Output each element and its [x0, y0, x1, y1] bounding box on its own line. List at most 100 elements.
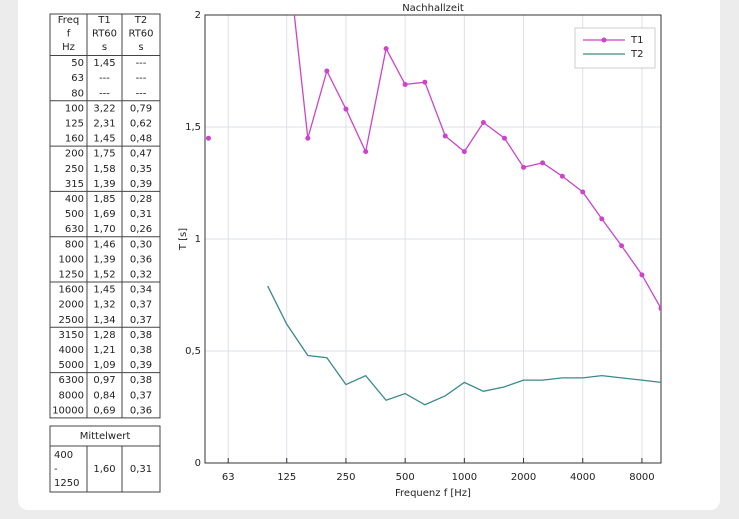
- y-tick-label: 0: [195, 458, 201, 469]
- table-cell: 400: [65, 194, 84, 205]
- data-point: [540, 160, 546, 166]
- table-cell: 10000: [52, 405, 84, 416]
- table-cell: 2000: [59, 300, 84, 311]
- table-cell: ---: [99, 73, 110, 84]
- table-cell: 0,32: [130, 269, 152, 280]
- y-tick-label: 2: [195, 10, 201, 21]
- data-point: [639, 272, 645, 278]
- mean-border: [49, 425, 161, 493]
- table-cell: 3150: [59, 330, 84, 341]
- data-point: [205, 135, 211, 141]
- table-cell: 0,79: [130, 103, 152, 114]
- table-cell: 200: [65, 149, 84, 160]
- table-cell: 0,35: [130, 164, 152, 175]
- table-cell: 125: [65, 118, 84, 129]
- data-point: [521, 164, 527, 170]
- table-cell: 1600: [59, 285, 84, 296]
- table-cell: 0,37: [130, 390, 152, 401]
- mean-title: Mittelwert: [80, 431, 131, 442]
- data-point: [559, 173, 565, 179]
- x-tick-label: 125: [277, 472, 296, 483]
- table-cell: 0,36: [130, 405, 152, 416]
- legend-box: [574, 27, 656, 69]
- table-cell: 1,52: [93, 269, 115, 280]
- table-header-cell: RT60: [128, 29, 153, 40]
- table-cell: 500: [65, 209, 84, 220]
- x-tick-label: 250: [336, 472, 355, 483]
- table-cell: ---: [136, 58, 147, 69]
- mean-value: 0,31: [130, 464, 152, 475]
- table-header-cell: s: [102, 42, 107, 53]
- table-cell: 0,39: [130, 360, 152, 371]
- table-cell: 4000: [59, 345, 84, 356]
- data-point: [480, 120, 486, 126]
- table-cell: 0,31: [130, 209, 152, 220]
- data-point: [658, 305, 661, 311]
- table-cell: 50: [71, 58, 84, 69]
- x-tick-label: 1000: [452, 472, 477, 483]
- data-point: [442, 133, 448, 139]
- x-axis-label: Frequenz f [Hz]: [395, 488, 471, 499]
- table-cell: 2,31: [93, 118, 115, 129]
- table-cell: 3,22: [93, 103, 115, 114]
- table-cell: 1,09: [93, 360, 115, 371]
- table-header-cell: Freq: [58, 15, 79, 26]
- table-cell: 1,46: [93, 239, 115, 250]
- table-cell: 80: [71, 88, 84, 99]
- table-cell: 0,97: [93, 375, 115, 386]
- x-tick-label: 2000: [511, 472, 536, 483]
- x-tick-label: 8000: [629, 472, 654, 483]
- plot-frame: [204, 14, 662, 464]
- y-tick-label: 0,5: [185, 346, 201, 357]
- table-cell: ---: [99, 88, 110, 99]
- table-cell: 1,45: [93, 134, 115, 145]
- table-cell: 63: [71, 73, 84, 84]
- table-header-cell: T2: [134, 15, 147, 26]
- table-cell: 1,69: [93, 209, 115, 220]
- table-cell: 0,37: [130, 315, 152, 326]
- data-point: [580, 189, 586, 195]
- table-cell: 1,85: [93, 194, 115, 205]
- table-cell: 0,84: [93, 390, 115, 401]
- data-point: [324, 68, 330, 74]
- table-cell: ---: [136, 73, 147, 84]
- x-tick-label: 4000: [570, 472, 595, 483]
- table-header-cell: T1: [97, 15, 110, 26]
- table-cell: 0,48: [130, 134, 152, 145]
- data-point: [343, 106, 349, 112]
- table-cell: 1,58: [93, 164, 115, 175]
- table-cell: 1000: [59, 254, 84, 265]
- table-cell: 0,28: [130, 194, 152, 205]
- x-tick-label: 63: [222, 472, 235, 483]
- legend-label: T1: [630, 35, 643, 46]
- y-axis-label: T [s]: [178, 228, 189, 251]
- table-cell: 1,39: [93, 179, 115, 190]
- table-cell: 1,21: [93, 345, 115, 356]
- table-cell: 0,69: [93, 405, 115, 416]
- table-cell: 0,37: [130, 300, 152, 311]
- table-cell: 1,28: [93, 330, 115, 341]
- table-cell: 0,38: [130, 345, 152, 356]
- table-cell: 315: [65, 179, 84, 190]
- table-cell: 1,70: [93, 224, 115, 235]
- data-point: [422, 79, 428, 85]
- mean-range: 1250: [54, 478, 79, 489]
- table-cell: 0,62: [130, 118, 152, 129]
- table-cell: 1,45: [93, 58, 115, 69]
- table-cell: 5000: [59, 360, 84, 371]
- mean-range: 400: [54, 450, 73, 461]
- data-point: [363, 149, 369, 155]
- data-point: [461, 149, 467, 155]
- x-tick-label: 500: [396, 472, 415, 483]
- data-point: [402, 81, 408, 87]
- table-header-cell: f: [67, 29, 71, 40]
- table-cell: 6300: [59, 375, 84, 386]
- table-cell: 0,36: [130, 254, 152, 265]
- table-cell: 800: [65, 239, 84, 250]
- mean-value: 1,60: [93, 464, 115, 475]
- table-cell: 1,39: [93, 254, 115, 265]
- table-cell: 0,39: [130, 179, 152, 190]
- table-cell: 160: [65, 134, 84, 145]
- y-tick-label: 1: [195, 234, 201, 245]
- legend-marker: [601, 37, 607, 43]
